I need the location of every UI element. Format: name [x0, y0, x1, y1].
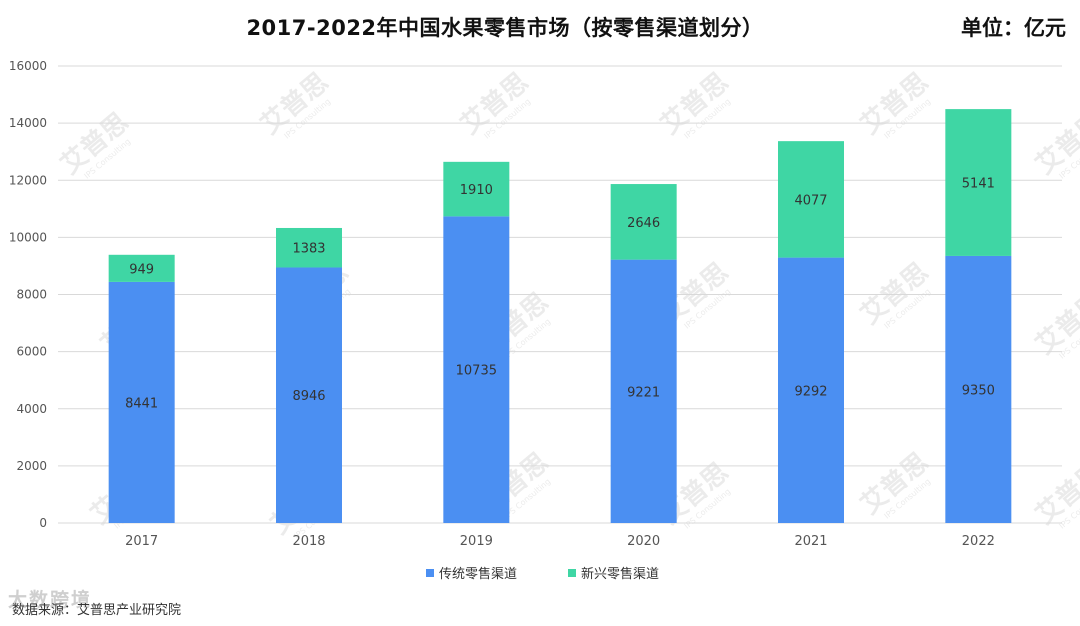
bar-emerging — [610, 184, 677, 260]
y-tick-label: 12000 — [9, 173, 47, 187]
x-axis-ticks: 2017 2018 2019 2020 2021 2022 — [125, 534, 995, 549]
bar-traditional — [108, 281, 175, 523]
legend: 传统零售渠道 新兴零售渠道 — [426, 566, 659, 582]
data-label-traditional: 9350 — [962, 383, 995, 398]
y-tick-label: 6000 — [16, 345, 47, 359]
data-label-emerging: 1383 — [292, 242, 325, 257]
y-tick-label: 16000 — [9, 59, 47, 73]
x-tick-label: 2020 — [627, 534, 660, 549]
legend-traditional-label: 传统零售渠道 — [439, 566, 517, 582]
bar-traditional — [778, 257, 844, 523]
y-axis-ticks: 0 2000 4000 6000 8000 10000 12000 14000 16000 — [9, 59, 47, 530]
data-label-traditional: 9292 — [794, 384, 827, 399]
data-label-emerging: 2646 — [627, 216, 660, 231]
bar-traditional — [610, 259, 677, 523]
bar-emerging — [108, 254, 175, 282]
data-label-traditional: 8441 — [125, 396, 158, 411]
bar-traditional — [443, 216, 510, 523]
bar-emerging — [443, 161, 510, 217]
data-label-emerging: 5141 — [962, 177, 995, 192]
y-tick-label: 10000 — [9, 230, 47, 244]
data-label-traditional: 9221 — [627, 385, 660, 400]
data-label-emerging: 949 — [129, 262, 154, 277]
data-label-emerging: 4077 — [794, 193, 827, 208]
legend-traditional-swatch — [426, 569, 434, 577]
brand-watermark: 大数跨境 — [8, 589, 93, 611]
y-tick-label: 2000 — [16, 459, 47, 473]
chart-title: 2017-2022年中国水果零售市场（按零售渠道划分） — [246, 16, 764, 40]
y-tick-label: 4000 — [16, 402, 47, 416]
x-tick-label: 2022 — [962, 534, 995, 549]
bar-emerging — [945, 109, 1012, 256]
legend-emerging-label: 新兴零售渠道 — [581, 566, 659, 582]
bar-traditional — [276, 267, 342, 523]
data-label-traditional: 10735 — [456, 364, 497, 379]
gridlines — [58, 65, 1062, 524]
unit-label: 单位：亿元 — [961, 16, 1066, 40]
data-label-emerging: 1910 — [460, 183, 493, 198]
x-tick-label: 2019 — [460, 534, 493, 549]
data-label-traditional: 8946 — [292, 389, 325, 404]
legend-emerging-swatch — [568, 569, 576, 577]
bar-emerging — [276, 227, 342, 268]
bar-traditional — [945, 255, 1012, 524]
y-tick-label: 14000 — [9, 116, 47, 130]
x-tick-label: 2021 — [794, 534, 827, 549]
x-tick-label: 2017 — [125, 534, 158, 549]
source-note: 数据来源：艾普思产业研究院 — [12, 603, 182, 618]
y-tick-label: 0 — [39, 516, 47, 530]
x-tick-label: 2018 — [292, 534, 325, 549]
bar-emerging — [778, 141, 844, 258]
data-labels: 8441 949 8946 1383 10735 1910 9221 2646 9292 4077… — [125, 177, 995, 412]
bars — [108, 109, 1012, 524]
y-tick-label: 8000 — [16, 288, 47, 302]
